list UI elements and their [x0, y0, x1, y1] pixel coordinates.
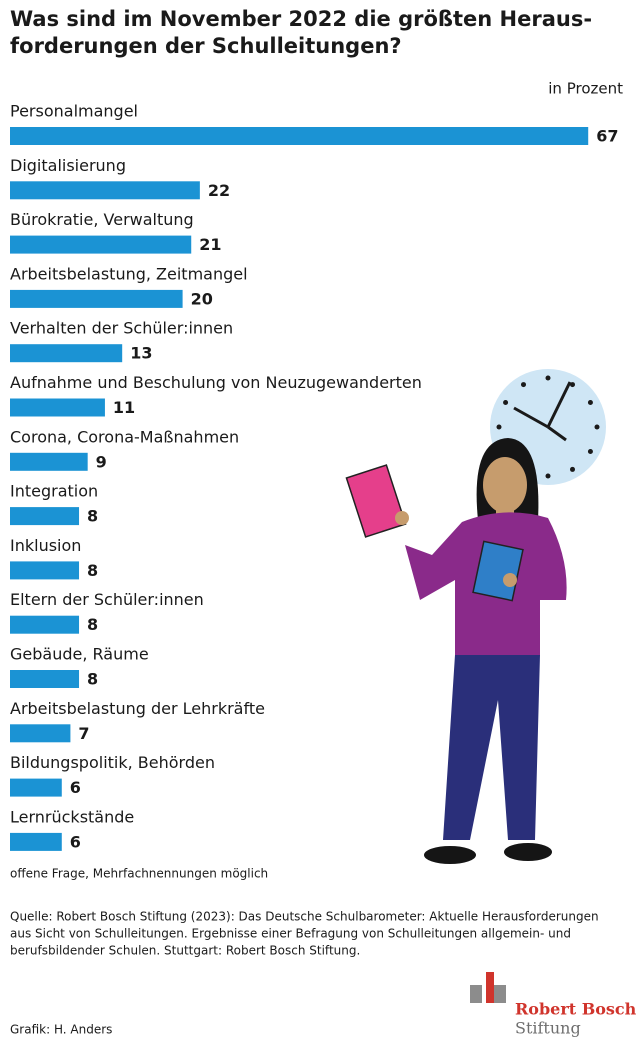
category-label: Lernrückstände [10, 807, 134, 826]
value-label: 8 [87, 615, 98, 634]
logo-block [494, 985, 506, 1003]
shoe [424, 846, 476, 864]
clock-dot [503, 400, 509, 405]
category-label: Digitalisierung [10, 156, 126, 175]
clock-hand [547, 425, 567, 442]
clock-dot [521, 382, 526, 388]
bar [10, 127, 589, 145]
clock-dot [545, 473, 551, 479]
source-line: aus Sicht von Schulleitungen. Ergebnisse… [10, 927, 571, 941]
clock-dot [570, 382, 575, 388]
category-label: Integration [10, 482, 98, 501]
value-label: 9 [96, 452, 107, 471]
bar [10, 289, 183, 308]
logo: Robert Bosch Stiftung [470, 972, 637, 1038]
clock-hand [546, 381, 572, 428]
bar [10, 832, 62, 851]
clock-dot [570, 466, 575, 472]
pants [443, 655, 540, 840]
unit-label: in Prozent [548, 80, 623, 98]
bar [10, 724, 71, 743]
category-label: Bildungspolitik, Behörden [10, 753, 215, 772]
clock-hand [513, 406, 549, 429]
bar [10, 507, 80, 526]
hand [395, 511, 409, 525]
logo-block [486, 972, 494, 1003]
value-label: 11 [113, 398, 135, 417]
logo-text: Stiftung [515, 1019, 581, 1038]
face [483, 457, 527, 513]
note: offene Frage, Mehrfachnennungen möglich [10, 867, 268, 881]
bar [10, 398, 105, 417]
hand [503, 573, 517, 587]
value-label: 6 [70, 832, 81, 851]
value-label: 8 [87, 561, 98, 580]
clock-dot [587, 449, 593, 454]
category-label: Arbeitsbelastung, Zeitmangel [10, 264, 248, 283]
category-label: Inklusion [10, 536, 81, 555]
source-line: Quelle: Robert Bosch Stiftung (2023): Da… [10, 910, 599, 924]
logo-text: Robert Bosch [515, 1000, 637, 1019]
credit: Grafik: H. Anders [10, 1023, 112, 1037]
value-label: 20 [191, 289, 213, 308]
category-label: Bürokratie, Verwaltung [10, 210, 194, 229]
value-label: 6 [70, 778, 81, 797]
bar [10, 452, 88, 471]
clock-dot [594, 424, 600, 430]
category-label: Personalmangel [10, 102, 138, 121]
category-label: Aufnahme und Beschulung von Neuzugewande… [10, 373, 422, 392]
source-line: berufsbildender Schulen. Stuttgart: Robe… [10, 944, 360, 958]
bar [10, 344, 123, 363]
value-label: 67 [596, 127, 618, 146]
bar [10, 670, 80, 688]
title-line: forderungen der Schulleitungen? [10, 34, 402, 58]
clock-dot [545, 375, 551, 381]
value-label: 22 [208, 181, 230, 200]
pink-book [345, 464, 407, 538]
clock-dot [496, 424, 502, 430]
category-label: Eltern der Schüler:innen [10, 590, 204, 609]
category-label: Corona, Corona-Maßnahmen [10, 427, 239, 446]
value-label: 13 [130, 344, 152, 363]
illustration [345, 369, 606, 864]
clock-dot [587, 400, 593, 405]
category-label: Arbeitsbelastung der Lehrkräfte [10, 699, 265, 718]
value-label: 8 [87, 670, 98, 689]
bar [10, 778, 62, 797]
title-line: Was sind im November 2022 die größten He… [10, 7, 592, 31]
value-label: 7 [78, 724, 89, 743]
bar [10, 181, 200, 200]
bar [10, 235, 192, 254]
value-label: 21 [199, 235, 221, 254]
value-label: 8 [87, 507, 98, 526]
category-label: Gebäude, Räume [10, 645, 149, 664]
shoe [504, 843, 552, 861]
bar [10, 615, 80, 634]
bar [10, 561, 80, 580]
category-label: Verhalten der Schüler:innen [10, 319, 233, 338]
logo-block [470, 985, 482, 1003]
